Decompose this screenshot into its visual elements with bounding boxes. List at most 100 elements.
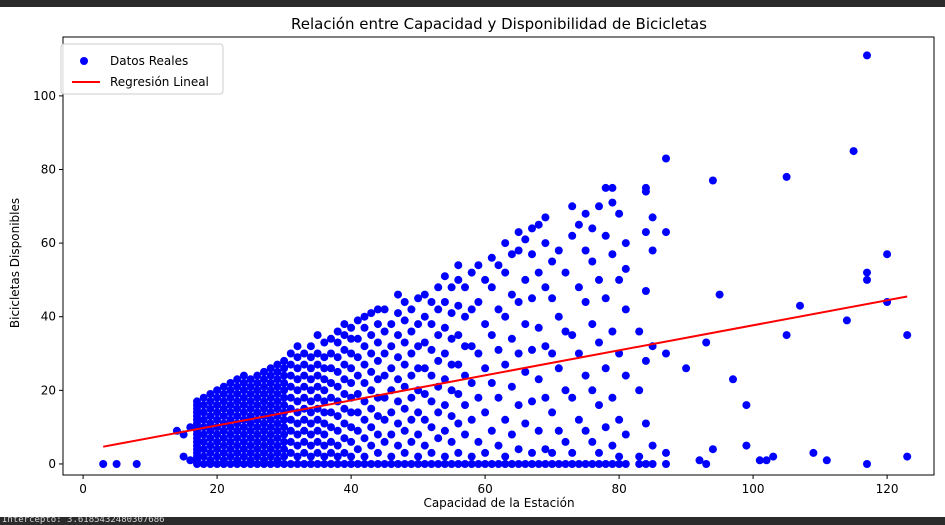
scatter-point — [280, 401, 289, 410]
scatter-point — [280, 415, 289, 424]
scatter-point — [273, 426, 282, 435]
legend-box — [60, 43, 224, 95]
scatter-point — [353, 334, 362, 343]
scatter-point — [313, 448, 322, 457]
scatter-point — [588, 224, 597, 233]
scatter-point — [347, 460, 356, 468]
scatter-point — [286, 371, 295, 380]
scatter-point — [608, 393, 617, 402]
scatter-point — [253, 386, 262, 395]
scatter-point — [199, 401, 208, 410]
scatter-point — [233, 404, 242, 413]
scatter-point — [427, 460, 436, 468]
scatter-point — [226, 437, 235, 446]
scatter-point — [440, 426, 449, 435]
scatter-point — [548, 294, 557, 303]
scatter-point — [233, 375, 242, 384]
scatter-point — [226, 452, 235, 461]
scatter-point — [394, 290, 402, 299]
scatter-point — [400, 316, 409, 325]
scatter-point — [266, 364, 275, 373]
scatter-point — [327, 408, 335, 417]
scatter-point — [588, 320, 597, 329]
scatter-point — [454, 419, 463, 428]
scatter-point — [233, 426, 242, 435]
scatter-point — [407, 437, 416, 446]
scatter-point — [213, 437, 222, 446]
y-axis-label: Bicicletas Disponibles — [8, 198, 22, 328]
scatter-point — [300, 437, 309, 446]
scatter-point — [595, 338, 603, 347]
scatter-point — [487, 379, 496, 387]
scatter-point — [635, 386, 644, 395]
scatter-point — [213, 393, 222, 402]
scatter-point — [246, 404, 255, 413]
scatter-point — [239, 445, 248, 454]
scatter-point — [507, 460, 516, 468]
scatter-point — [373, 356, 382, 365]
scatter-point — [360, 312, 369, 321]
scatter-point — [440, 452, 449, 461]
scatter-point — [568, 460, 577, 468]
scatter-point — [266, 430, 275, 439]
scatter-point — [239, 379, 248, 387]
scatter-point — [253, 430, 262, 439]
scatter-point — [400, 360, 409, 369]
scatter-point — [367, 331, 376, 340]
scatter-point — [454, 331, 463, 340]
scatter-point — [427, 397, 436, 406]
scatter-point — [394, 419, 402, 428]
scatter-point — [708, 176, 717, 185]
scatter-point — [394, 309, 402, 318]
scatter-point — [340, 345, 349, 354]
scatter-point — [280, 386, 289, 395]
scatter-point — [260, 397, 268, 406]
scatter-point — [474, 393, 483, 402]
scatter-point — [414, 294, 423, 303]
scatter-point — [528, 460, 536, 468]
scatter-point — [273, 382, 282, 391]
scatter-point — [380, 460, 389, 468]
scatter-point — [548, 448, 557, 457]
scatter-point — [246, 375, 255, 384]
scatter-point — [313, 331, 322, 340]
scatter-point — [474, 298, 483, 306]
scatter-point — [581, 209, 590, 218]
scatter-point — [648, 441, 657, 450]
scatter-point — [400, 298, 409, 306]
scatter-point — [327, 393, 335, 402]
scatter-point — [293, 430, 302, 439]
scatter-point — [206, 412, 215, 421]
scatter-point — [407, 460, 416, 468]
scatter-point — [273, 404, 282, 413]
scatter-point — [266, 415, 275, 424]
scatter-point — [863, 51, 871, 60]
scatter-point — [286, 349, 295, 358]
scatter-point — [320, 408, 329, 417]
scatter-point — [521, 235, 530, 244]
scatter-point — [340, 419, 349, 428]
scatter-point — [280, 445, 289, 454]
scatter-point — [467, 452, 476, 461]
scatter-point — [595, 275, 603, 284]
scatter-point — [213, 460, 222, 468]
scatter-point — [863, 460, 871, 468]
scatter-point — [226, 460, 235, 468]
scatter-point — [353, 445, 362, 454]
scatter-point — [293, 342, 302, 351]
scatter-point — [534, 460, 543, 468]
scatter-point — [306, 397, 315, 406]
scatter-point — [588, 460, 597, 468]
scatter-point — [742, 401, 751, 410]
scatter-point — [641, 356, 650, 365]
scatter-point — [327, 349, 335, 358]
scatter-point — [501, 452, 510, 461]
scatter-point — [273, 397, 282, 406]
scatter-point — [320, 364, 329, 373]
scatter-point — [360, 397, 369, 406]
scatter-point — [501, 268, 510, 277]
scatter-point — [387, 320, 396, 329]
x-tick-label: 40 — [343, 482, 358, 496]
scatter-point — [420, 390, 429, 398]
scatter-point — [474, 437, 483, 446]
